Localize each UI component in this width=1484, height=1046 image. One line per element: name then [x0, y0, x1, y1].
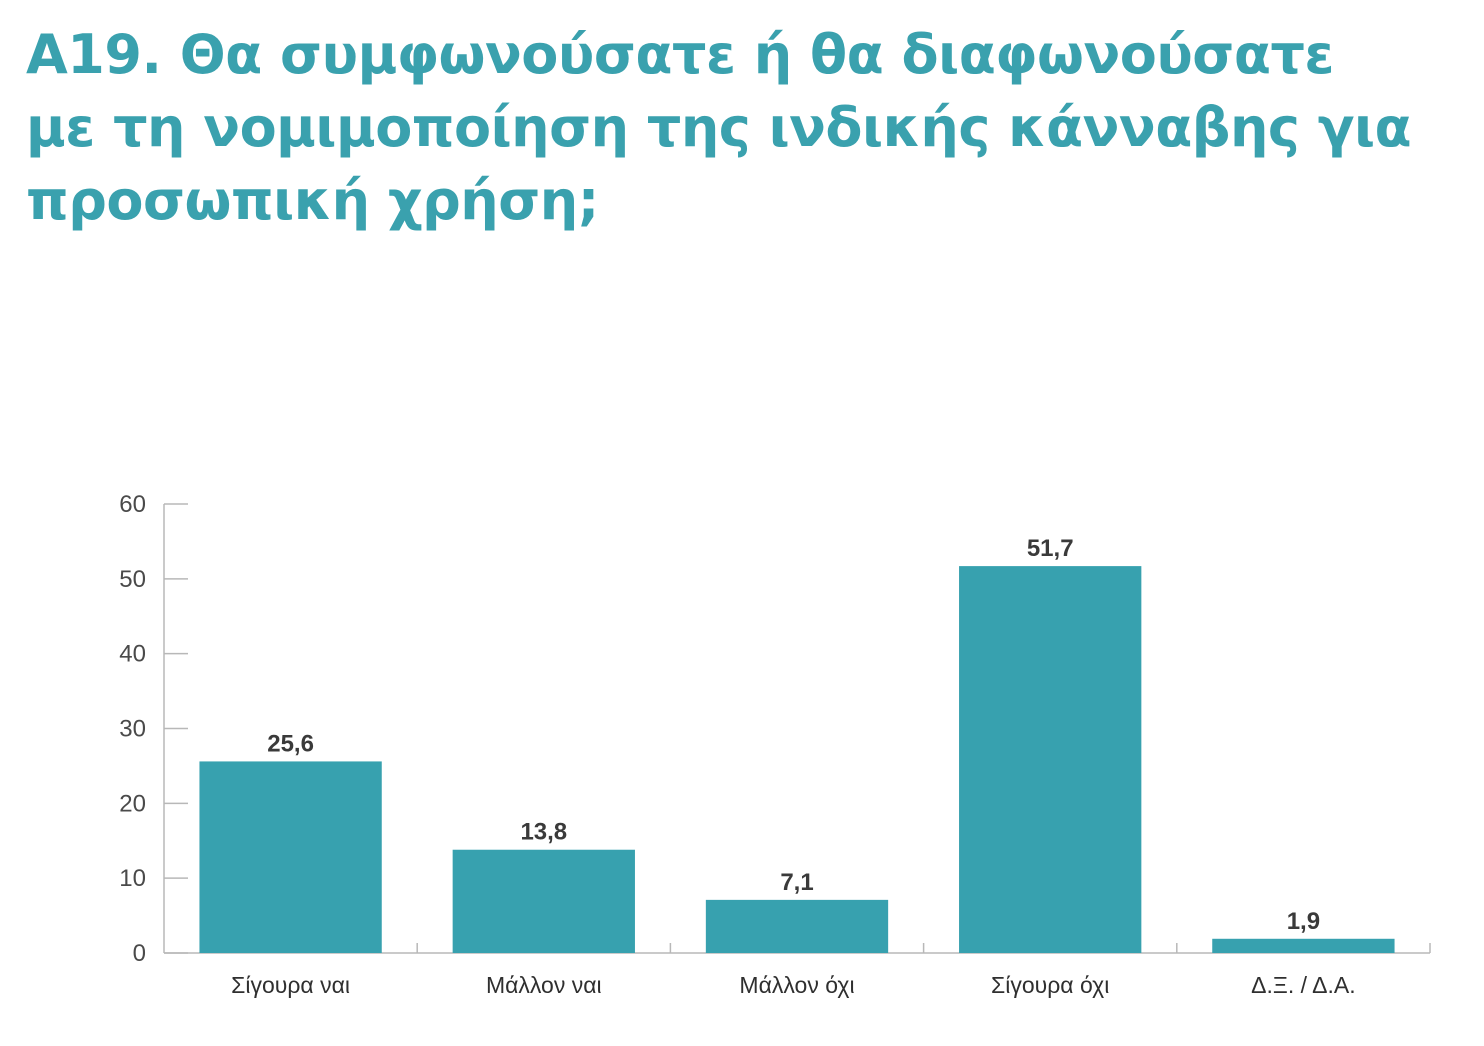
category-labels: Σίγουρα ναι Μάλλον ναι Μάλλον όχι Σίγουρα ό…	[231, 972, 1355, 998]
bar	[1212, 938, 1395, 953]
data-label: 13,8	[520, 819, 567, 846]
bar	[959, 566, 1142, 953]
y-axis: 0 10 20 30 40 50 60	[119, 491, 188, 967]
y-tick-label: 50	[119, 566, 146, 593]
y-tick-label: 40	[119, 641, 146, 668]
bars	[199, 566, 1395, 953]
x-tick-label: Μάλλον ναι	[486, 972, 602, 998]
y-tick-label: 30	[119, 716, 146, 743]
bar	[705, 899, 889, 953]
x-tick-label: Σίγουρα ναι	[231, 972, 350, 998]
x-tick-label: Δ.Ξ. / Δ.Α.	[1251, 972, 1355, 998]
chart-title-line-3: προσωπική χρήση;	[26, 169, 599, 232]
x-tick-label: Σίγουρα όχι	[991, 972, 1109, 998]
data-labels: 25,6 13,8 7,1 51,7 1,9	[267, 535, 1320, 935]
y-tick-label: 0	[133, 940, 146, 967]
y-tick-label: 20	[119, 790, 146, 817]
bar	[452, 849, 635, 953]
y-tick-label: 10	[119, 865, 146, 892]
chart-title: Α19. Θα συμφωνούσατε ή θα διαφωνούσατε μ…	[26, 18, 1446, 237]
y-tick-label: 60	[119, 491, 146, 518]
x-tick-label: Μάλλον όχι	[739, 972, 854, 998]
data-label: 51,7	[1027, 535, 1074, 562]
data-label: 7,1	[780, 869, 813, 896]
data-label: 1,9	[1287, 908, 1320, 935]
data-label: 25,6	[267, 730, 314, 757]
chart-title-line-1: Α19. Θα συμφωνούσατε ή θα διαφωνούσατε	[26, 23, 1334, 86]
bar	[199, 761, 382, 953]
chart-title-line-2: με τη νομιμοποίηση της ινδικής κάνναβης …	[26, 96, 1412, 159]
